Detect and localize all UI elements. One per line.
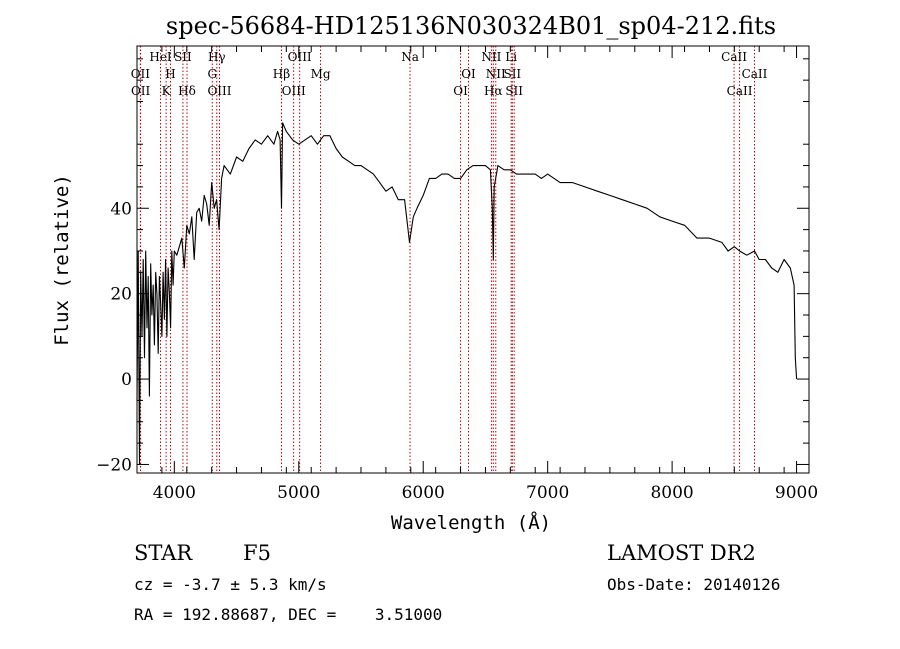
spectral-line-labels: OII OII HeI HK SII Hδ Hγ G OIII OIII Hβ OIII Mg Na OI O… — [131, 50, 768, 98]
line-label-11: Hβ — [273, 67, 290, 81]
survey-name: LAMOST DR2 — [607, 541, 756, 565]
object-subclass: F5 — [243, 541, 271, 565]
object-class: STAR — [134, 541, 193, 565]
spectrum-line — [136, 122, 798, 466]
x-tick-label: 9000 — [775, 483, 818, 503]
line-label-12: OIII — [282, 84, 306, 98]
line-label-18: NII — [486, 67, 506, 81]
spectrum-layer — [136, 122, 798, 466]
redshift-cz: cz = -3.7 ± 5.3 km/s — [134, 575, 327, 594]
axis-ticks: 4000 5000 6000 7000 8000 9000 −20 0 20 40 — [96, 46, 818, 503]
line-label-24: CaII — [727, 84, 753, 98]
line-label-9: OIII — [207, 84, 231, 98]
x-tick-label: 4000 — [153, 483, 196, 503]
line-label-14: Na — [401, 50, 419, 64]
line-label-7: Hγ — [208, 50, 226, 64]
obs-date: Obs-Date: 20140126 — [607, 575, 780, 594]
line-label-16: OI — [453, 84, 468, 98]
y-axis-label: Flux (relative) — [51, 174, 73, 346]
y-tick-label: 0 — [121, 370, 132, 390]
line-label-19: Hα — [484, 84, 503, 98]
line-label-17: NII — [481, 50, 501, 64]
x-axis-label: Wavelength (Å) — [391, 511, 551, 534]
line-label-8: G — [207, 67, 217, 81]
line-label-21: SII — [503, 67, 521, 81]
line-label-20: Li — [505, 50, 517, 64]
line-label-25: CaII — [742, 67, 768, 81]
line-label-10: OIII — [288, 50, 312, 64]
x-tick-label: 8000 — [650, 483, 693, 503]
spectral-line-markers — [139, 46, 755, 473]
x-tick-label: 7000 — [526, 483, 569, 503]
chart-title: spec-56684-HD125136N030324B01_sp04-212.f… — [166, 12, 776, 40]
line-label-22: SII — [505, 84, 523, 98]
ra-dec: RA = 192.88687, DEC = 3.51000 — [134, 605, 442, 624]
y-tick-label: −20 — [96, 455, 132, 475]
y-tick-label: 40 — [110, 199, 132, 219]
line-label-3: H — [165, 67, 175, 81]
line-label-2: HeI — [149, 50, 172, 64]
x-tick-label: 5000 — [277, 483, 320, 503]
line-label-23: CaII — [721, 50, 747, 64]
line-label-6: Hδ — [178, 84, 196, 98]
line-label-4: K — [162, 84, 172, 98]
line-label-1: OII — [131, 84, 151, 98]
plot-frame — [136, 45, 810, 474]
line-label-5: SII — [174, 50, 192, 64]
y-tick-label: 20 — [110, 285, 132, 305]
x-tick-label: 6000 — [402, 483, 445, 503]
line-label-15: OI — [461, 67, 476, 81]
line-label-13: Mg — [311, 67, 331, 81]
line-label-0: OII — [131, 67, 151, 81]
